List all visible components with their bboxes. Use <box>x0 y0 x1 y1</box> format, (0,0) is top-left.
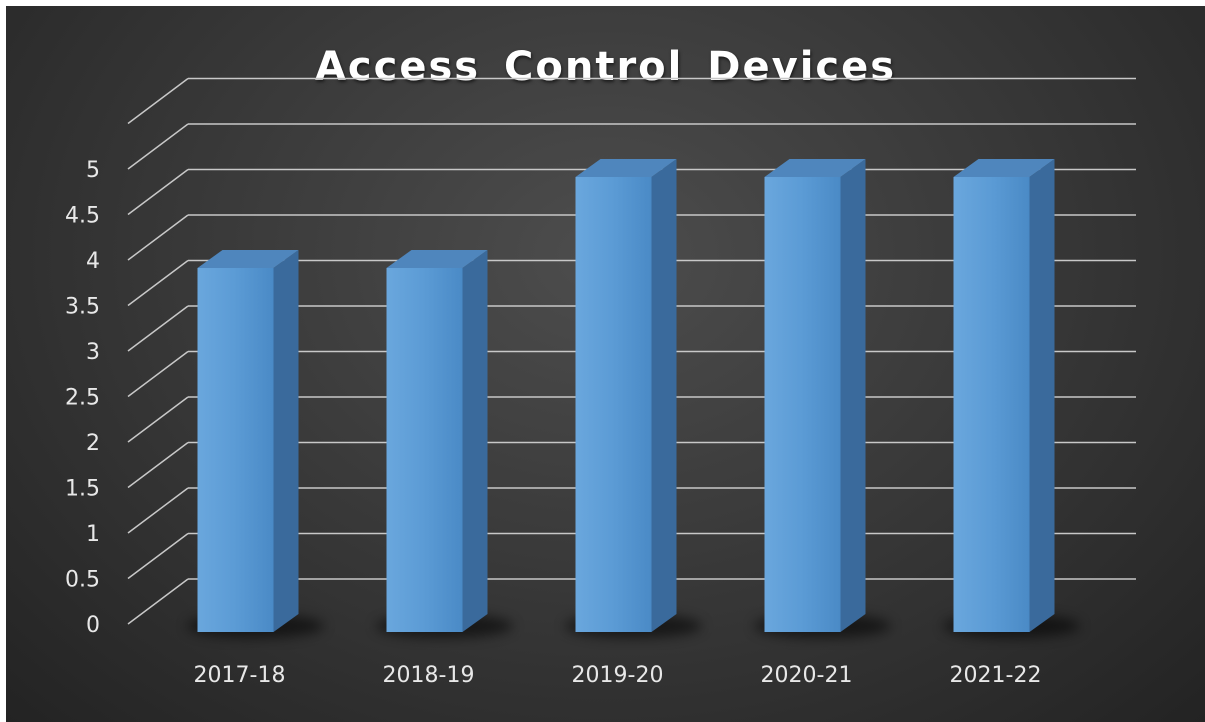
gridline <box>127 77 1136 125</box>
chart-area: Access Control Devices 0 0.5 1 1.5 2 2.5 3 3.5 4… <box>6 6 1205 722</box>
x-tick-label: 2021-22 <box>950 663 1042 688</box>
chart-title: Access Control Devices <box>314 44 897 90</box>
x-tick-label: 2019-20 <box>572 663 664 688</box>
bar <box>754 159 891 638</box>
y-tick-label: 2.5 <box>65 386 100 411</box>
y-tick-label: 3 <box>86 340 100 365</box>
y-tick-label: 0 <box>86 613 100 638</box>
bar <box>565 159 702 638</box>
gridline <box>127 123 1136 170</box>
y-tick-label: 5 <box>86 158 100 183</box>
plot-area: 0 0.5 1 1.5 2 2.5 3 3.5 4 4.5 5 2017-18 2018-19 2019… <box>65 77 1136 688</box>
y-tick-label: 4 <box>86 249 100 274</box>
y-tick-label: 3.5 <box>65 295 100 320</box>
x-tick-label: 2017-18 <box>194 663 286 688</box>
bar <box>943 159 1080 638</box>
bar <box>376 250 513 638</box>
y-tick-label: 1.5 <box>65 477 100 502</box>
y-tick-label: 2 <box>86 431 100 456</box>
bar <box>187 250 324 638</box>
x-tick-label: 2018-19 <box>383 663 475 688</box>
x-tick-label: 2020-21 <box>761 663 853 688</box>
y-tick-label: 0.5 <box>65 568 100 593</box>
y-tick-label: 4.5 <box>65 204 100 229</box>
y-tick-label: 1 <box>86 522 100 547</box>
